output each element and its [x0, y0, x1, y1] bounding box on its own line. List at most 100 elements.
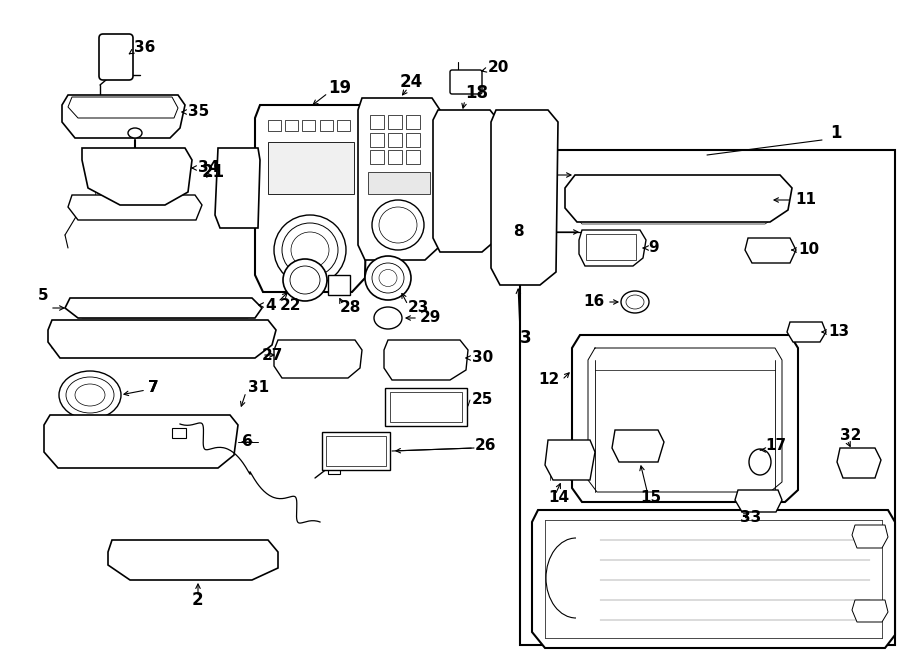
Text: 13: 13	[828, 325, 849, 340]
Ellipse shape	[283, 259, 327, 301]
Bar	[268, 120, 281, 131]
Bar	[172, 428, 186, 438]
Text: 3: 3	[520, 329, 532, 347]
Text: 12: 12	[539, 373, 560, 387]
Polygon shape	[572, 335, 798, 502]
Polygon shape	[612, 430, 664, 462]
Ellipse shape	[75, 384, 105, 406]
Text: 7: 7	[148, 381, 158, 395]
Polygon shape	[787, 322, 826, 342]
Ellipse shape	[372, 200, 424, 250]
Ellipse shape	[274, 215, 346, 285]
Polygon shape	[62, 95, 185, 138]
FancyBboxPatch shape	[99, 34, 133, 80]
Ellipse shape	[379, 207, 417, 243]
Text: 5: 5	[38, 288, 48, 303]
Text: 31: 31	[248, 381, 269, 395]
Bar	[326, 436, 386, 466]
Text: 28: 28	[340, 301, 362, 315]
Text: 23: 23	[408, 301, 429, 315]
Bar	[390, 392, 462, 422]
Polygon shape	[520, 150, 895, 645]
Polygon shape	[745, 238, 796, 263]
Polygon shape	[82, 148, 192, 205]
Bar	[328, 275, 350, 295]
Text: 20: 20	[488, 61, 509, 75]
Polygon shape	[565, 175, 792, 222]
Text: 27: 27	[262, 348, 284, 362]
Ellipse shape	[290, 266, 320, 294]
Polygon shape	[852, 525, 888, 548]
Polygon shape	[215, 148, 260, 228]
Text: 4: 4	[265, 297, 275, 313]
Bar	[268, 142, 354, 194]
Polygon shape	[545, 440, 595, 480]
Ellipse shape	[626, 295, 644, 309]
Ellipse shape	[365, 256, 411, 300]
Polygon shape	[532, 510, 895, 648]
Polygon shape	[433, 110, 498, 252]
Polygon shape	[68, 97, 178, 118]
Text: 30: 30	[472, 350, 493, 366]
Polygon shape	[65, 298, 262, 318]
Polygon shape	[255, 105, 368, 292]
Text: 16: 16	[584, 295, 605, 309]
Text: 35: 35	[188, 104, 209, 120]
Text: 32: 32	[840, 428, 861, 442]
Bar	[337, 120, 350, 131]
Text: 11: 11	[795, 192, 816, 208]
Text: 19: 19	[328, 79, 351, 97]
Ellipse shape	[621, 291, 649, 313]
Polygon shape	[358, 98, 440, 260]
Bar	[370, 115, 384, 129]
Text: 7: 7	[148, 381, 158, 395]
Text: 34: 34	[198, 161, 220, 176]
Bar	[388, 150, 402, 164]
Text: 24: 24	[400, 73, 423, 91]
Bar	[328, 462, 340, 474]
Text: 18: 18	[465, 84, 488, 102]
Polygon shape	[735, 490, 782, 512]
Bar	[385, 388, 467, 426]
Bar	[302, 120, 315, 131]
Polygon shape	[491, 110, 558, 285]
FancyBboxPatch shape	[586, 234, 636, 260]
Ellipse shape	[66, 377, 114, 413]
Ellipse shape	[291, 232, 329, 268]
Text: 33: 33	[740, 510, 761, 525]
Polygon shape	[108, 540, 278, 580]
Text: 15: 15	[640, 490, 662, 506]
Text: 10: 10	[798, 243, 819, 258]
Polygon shape	[852, 600, 888, 622]
Text: 17: 17	[765, 438, 786, 453]
Text: 6: 6	[242, 434, 253, 449]
Bar	[406, 115, 420, 129]
Text: 1: 1	[830, 124, 842, 142]
Text: 9: 9	[648, 241, 659, 256]
Text: 26: 26	[475, 438, 497, 453]
Polygon shape	[48, 320, 276, 358]
Ellipse shape	[59, 371, 121, 419]
Polygon shape	[274, 340, 362, 378]
Text: 25: 25	[472, 393, 493, 407]
Bar	[368, 172, 430, 194]
Bar	[388, 115, 402, 129]
Text: 2: 2	[192, 591, 203, 609]
Polygon shape	[579, 230, 646, 266]
Bar	[285, 120, 298, 131]
Text: 36: 36	[134, 40, 156, 56]
Text: 21: 21	[202, 163, 225, 181]
Bar	[320, 120, 333, 131]
Ellipse shape	[374, 307, 402, 329]
Bar	[388, 133, 402, 147]
Polygon shape	[44, 415, 238, 468]
Bar	[406, 133, 420, 147]
Text: 22: 22	[280, 297, 302, 313]
Text: 29: 29	[420, 311, 441, 325]
Bar	[370, 150, 384, 164]
Ellipse shape	[282, 223, 338, 277]
Bar	[322, 432, 390, 470]
Polygon shape	[68, 195, 202, 220]
Bar	[406, 150, 420, 164]
Ellipse shape	[128, 128, 142, 138]
